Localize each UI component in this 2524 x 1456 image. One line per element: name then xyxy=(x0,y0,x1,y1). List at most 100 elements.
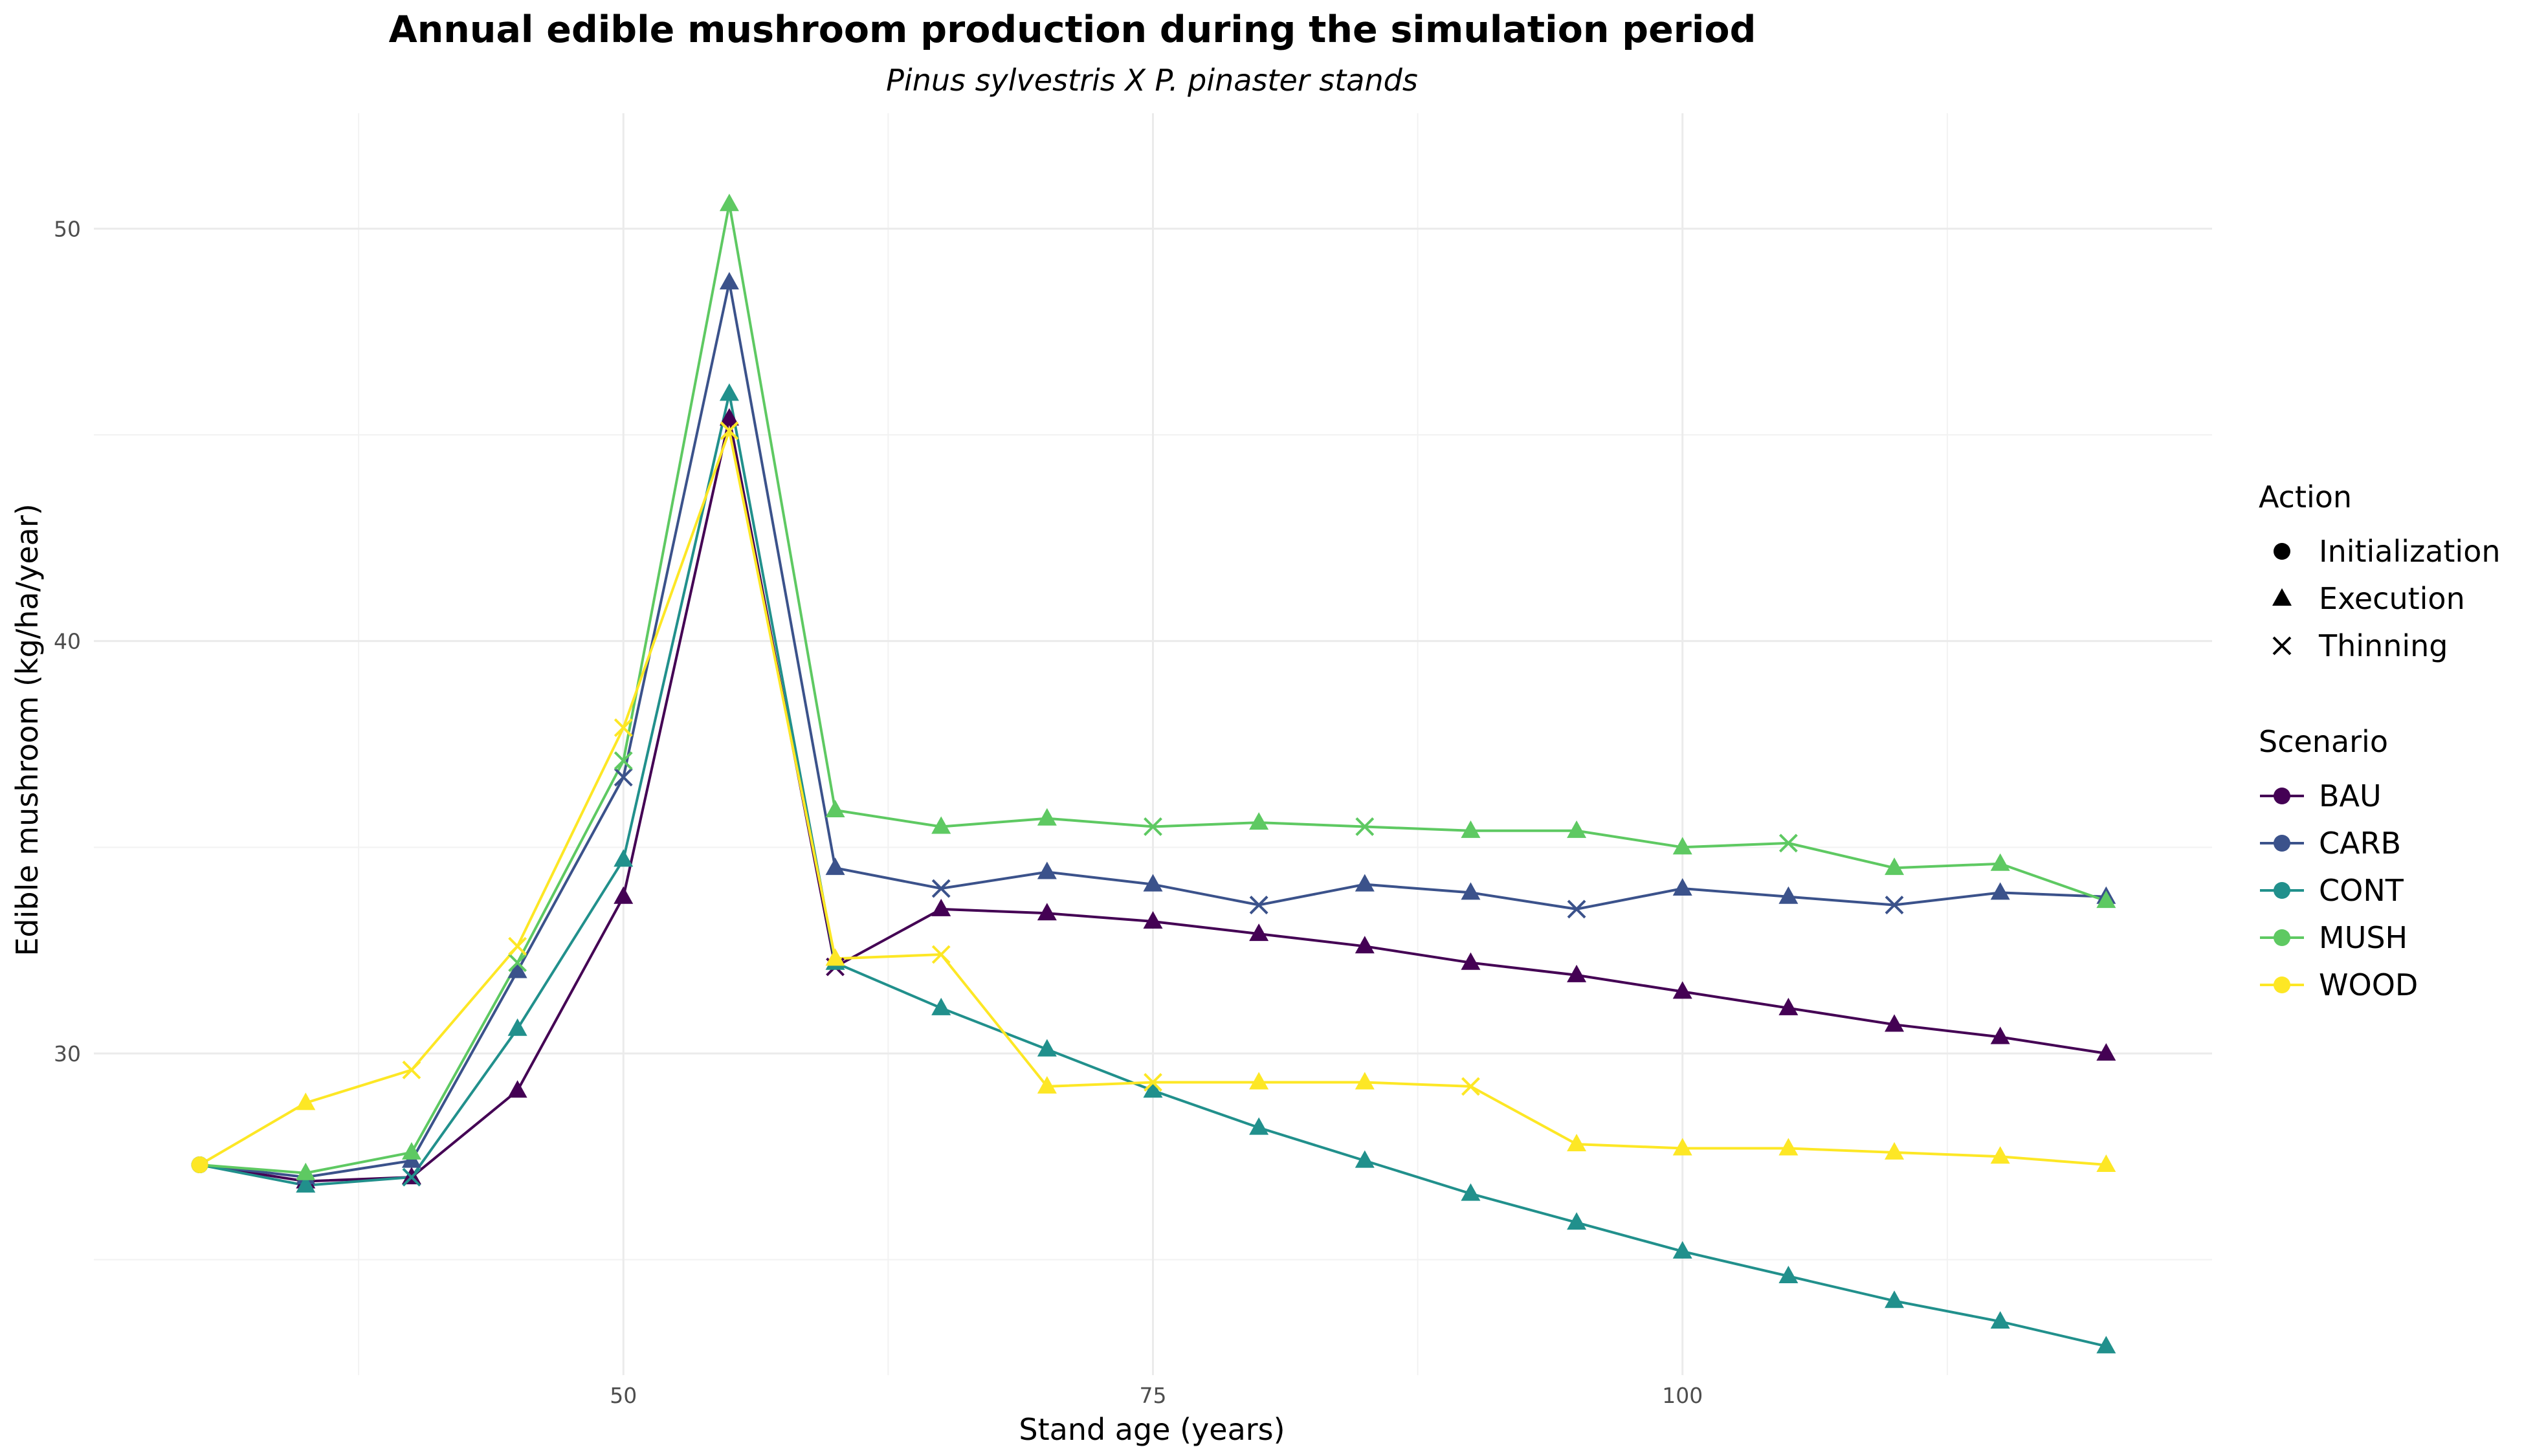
data-point-wood xyxy=(1885,1142,1905,1160)
data-point-cont xyxy=(931,997,951,1015)
data-points xyxy=(191,193,2116,1354)
data-point-bau xyxy=(1778,997,1799,1015)
data-point-bau xyxy=(1885,1014,1905,1032)
data-point-mush xyxy=(825,799,845,817)
x-tick-label: 75 xyxy=(1140,1383,1167,1408)
data-point-wood xyxy=(825,948,845,966)
data-point-cont xyxy=(1249,1117,1269,1135)
data-point-carb xyxy=(1355,874,1375,892)
data-point-cont xyxy=(719,383,739,401)
data-point-mush xyxy=(614,751,633,770)
data-point-wood xyxy=(1461,1077,1480,1096)
legend-action-title: Action xyxy=(2259,480,2352,514)
data-point-mush xyxy=(1990,853,2010,871)
data-point-cont xyxy=(1355,1150,1375,1168)
data-point-cont xyxy=(507,1018,527,1036)
legend-scenario-label: CONT xyxy=(2319,873,2404,908)
data-point-cont xyxy=(1990,1311,2010,1329)
data-point-cont xyxy=(1461,1183,1481,1201)
data-point-wood xyxy=(1144,1073,1162,1092)
data-point-bau xyxy=(1249,923,1269,942)
x-tick-label: 50 xyxy=(610,1383,637,1408)
data-point-carb xyxy=(614,767,633,787)
data-point-carb xyxy=(1143,874,1163,892)
data-point-wood xyxy=(931,945,951,964)
legend-key-dot-icon xyxy=(2274,929,2290,946)
data-point-carb xyxy=(931,879,951,898)
legend-key-dot-icon xyxy=(2274,976,2290,993)
data-point-cont xyxy=(614,849,634,867)
legend-scenario-title: Scenario xyxy=(2259,724,2388,759)
data-point-carb xyxy=(1990,882,2010,900)
data-point-cont xyxy=(1143,1080,1163,1098)
data-point-wood xyxy=(2096,1154,2116,1172)
data-point-mush xyxy=(719,193,739,212)
data-point-mush xyxy=(296,1162,316,1180)
data-point-cont xyxy=(296,1175,316,1193)
x-tick-label: 100 xyxy=(1662,1383,1703,1408)
data-point-carb xyxy=(1249,896,1268,914)
data-point-cont xyxy=(1037,1039,1057,1057)
legend-circle-icon xyxy=(2274,543,2290,560)
data-point-carb xyxy=(1885,896,1904,914)
chart-title: Annual edible mushroom production during… xyxy=(389,8,1756,51)
data-point-mush xyxy=(1355,817,1375,836)
legend-action-label: Thinning xyxy=(2318,628,2448,663)
data-point-mush xyxy=(1778,833,1798,853)
data-point-bau xyxy=(1672,981,1692,999)
data-point-carb xyxy=(719,272,739,290)
data-point-cont xyxy=(1567,1212,1587,1230)
data-point-wood xyxy=(191,1156,208,1173)
data-point-wood xyxy=(1990,1146,2010,1164)
data-point-bau xyxy=(931,898,951,916)
data-point-mush xyxy=(1567,820,1587,838)
data-point-wood xyxy=(1778,1138,1799,1156)
data-point-carb xyxy=(825,857,845,876)
legend-scenario-label: CARB xyxy=(2319,826,2401,861)
x-axis-title: Stand age (years) xyxy=(1019,1412,1285,1447)
legend: Action Initialization Execution Thinning S… xyxy=(2259,480,2501,1002)
data-point-bau xyxy=(1567,964,1587,982)
data-point-bau xyxy=(2096,1042,2116,1061)
legend-triangle-icon xyxy=(2272,588,2292,606)
data-point-wood xyxy=(1249,1072,1269,1090)
data-point-cont xyxy=(1778,1266,1799,1284)
y-tick-label: 50 xyxy=(54,216,81,241)
data-point-wood xyxy=(1355,1072,1375,1090)
data-point-bau xyxy=(1143,911,1163,929)
legend-scenarios: BAU CARB CONT MUSH WOOD xyxy=(2260,778,2418,1002)
data-point-wood xyxy=(720,421,739,441)
data-point-mush xyxy=(1037,808,1057,826)
y-axis-ticks: 30 40 50 xyxy=(54,216,81,1066)
data-point-mush xyxy=(1249,812,1269,830)
data-point-wood xyxy=(1567,1134,1587,1152)
data-point-wood xyxy=(508,936,527,956)
data-point-wood xyxy=(1037,1075,1057,1094)
data-point-cont xyxy=(1672,1241,1692,1259)
legend-key-dot-icon xyxy=(2274,835,2290,852)
data-point-mush xyxy=(1461,820,1481,838)
legend-scenario-label: WOOD xyxy=(2319,967,2418,1002)
data-point-cont xyxy=(402,1167,421,1187)
legend-actions: Initialization Execution Thinning xyxy=(2272,534,2501,663)
legend-key-dot-icon xyxy=(2274,788,2290,804)
legend-key-dot-icon xyxy=(2274,882,2290,899)
data-point-bau xyxy=(719,408,739,426)
data-point-wood xyxy=(402,1061,421,1079)
legend-scenario-label: BAU xyxy=(2319,778,2382,813)
data-point-cont xyxy=(2096,1336,2116,1354)
data-point-mush xyxy=(1672,837,1692,855)
data-point-carb xyxy=(507,960,527,978)
data-point-carb xyxy=(1778,886,1799,904)
legend-action-label: Execution xyxy=(2319,581,2465,616)
data-point-mush xyxy=(508,953,527,973)
legend-cross-icon xyxy=(2272,636,2292,656)
data-point-bau xyxy=(614,886,634,904)
data-point-mush xyxy=(401,1142,421,1160)
data-point-wood xyxy=(614,718,633,737)
data-point-bau xyxy=(507,1080,527,1098)
x-axis-ticks: 50 75 100 xyxy=(610,1383,1703,1408)
data-point-carb xyxy=(1567,899,1586,919)
data-point-mush xyxy=(1885,857,1905,876)
